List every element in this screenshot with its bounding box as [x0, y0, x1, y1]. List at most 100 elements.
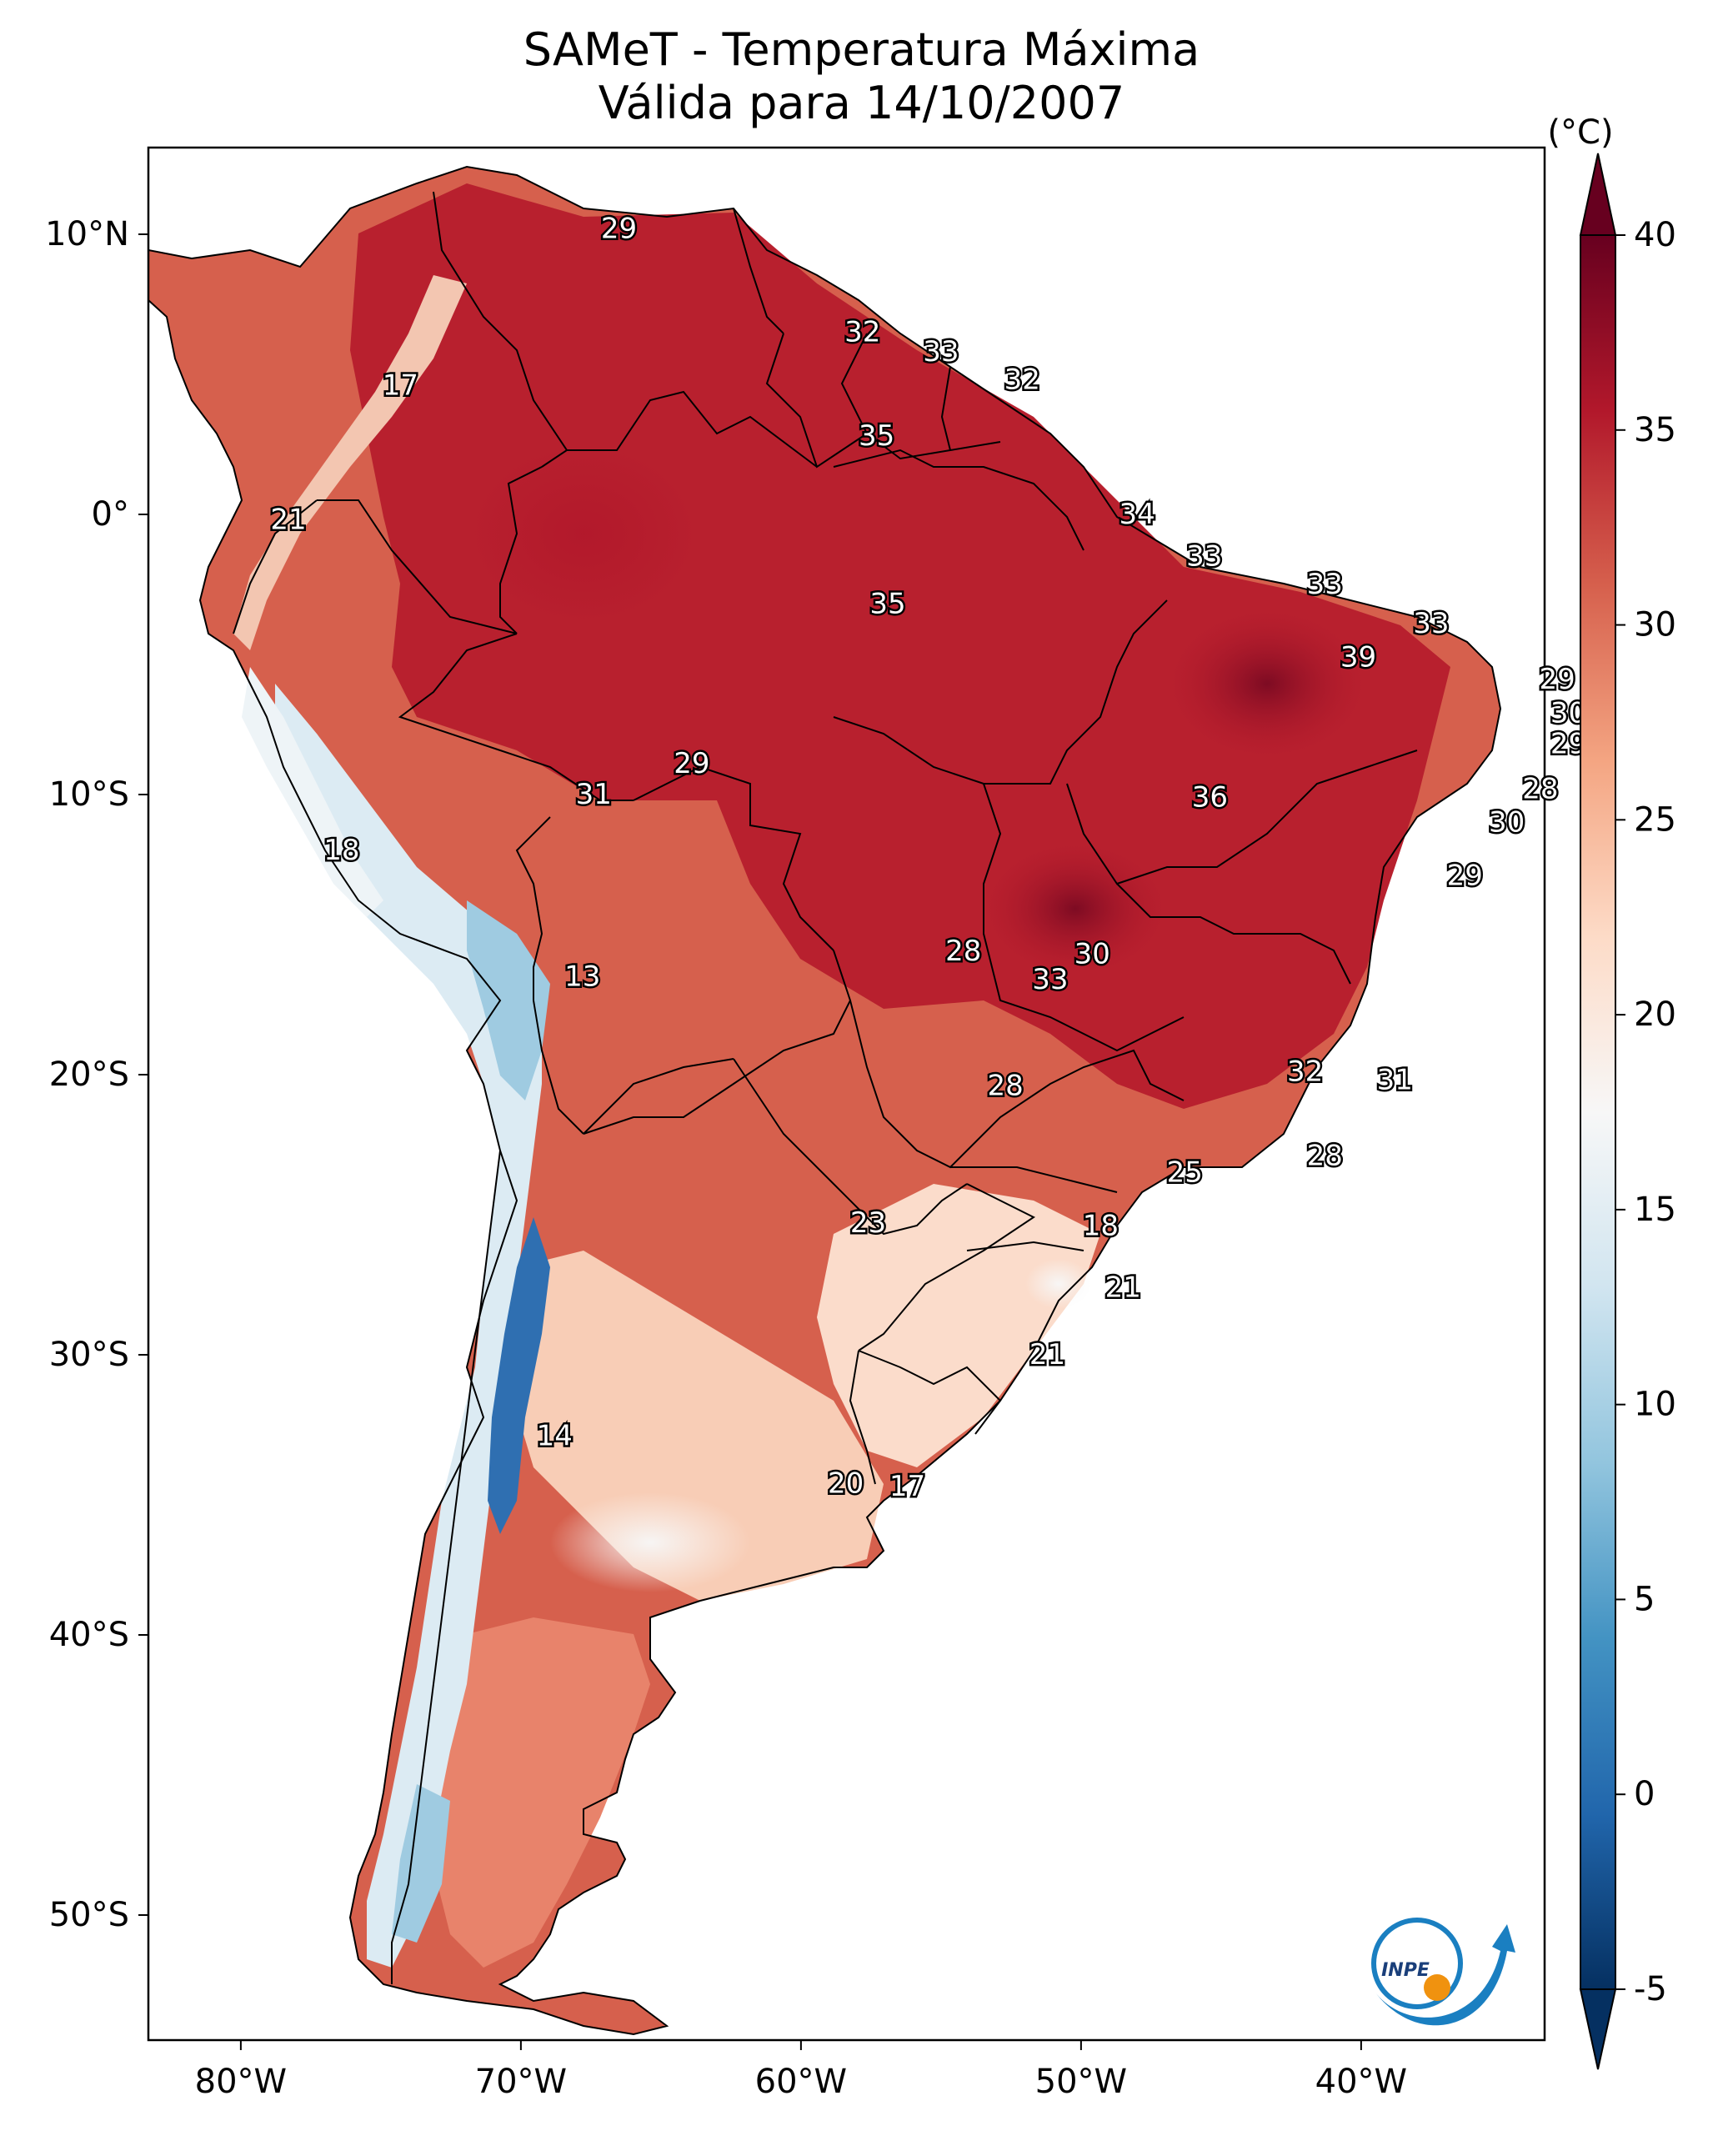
longitude-axis: 80°W 70°W 60°W 50°W 40°W: [195, 2040, 1407, 2101]
station-value-label: 23: [850, 1206, 886, 1240]
station-value-label: 33: [923, 335, 959, 369]
border-peru-bolivia: [515, 816, 551, 1000]
station-value-label: 31: [576, 778, 612, 811]
station-value-label: 18: [1083, 1209, 1119, 1242]
colorbar-tick-label: 35: [1634, 411, 1676, 449]
border-guyana-brazil: [765, 333, 868, 469]
border-brazil-states-center: [833, 599, 1168, 785]
colorbar-tick-label: 10: [1634, 1386, 1676, 1424]
colorbar-tick-label: 5: [1634, 1580, 1655, 1618]
colorbar-tick-label: 20: [1634, 995, 1676, 1034]
station-value-label: 39: [1340, 640, 1376, 674]
lat-tick-label: 20°S: [49, 1055, 129, 1094]
station-value-label: 29: [601, 212, 637, 245]
border-ecuador-peru: [233, 499, 318, 634]
andes-cool-core-south: [392, 1784, 450, 1943]
colorbar: (°C) 40 35 30 25 20 15 10 5 0 -5: [1547, 113, 1676, 2070]
logo-ring-icon: [1371, 1918, 1463, 2009]
border-argentina-brazil: [858, 1183, 1035, 1351]
hot-core-northeast: [1167, 609, 1367, 759]
station-value-label: 21: [1105, 1271, 1141, 1304]
station-value-label: 32: [1287, 1055, 1323, 1089]
border-paraguay-argentina: [733, 1058, 968, 1236]
lon-tick-label: 60°W: [755, 2063, 847, 2101]
political-boundaries: [148, 165, 1502, 2036]
cool-spot-parana: [1025, 1259, 1092, 1309]
colorbar-tick-label: 15: [1634, 1191, 1676, 1229]
colorbar-max-extend: [1579, 153, 1617, 236]
station-value-label: 29: [1539, 663, 1575, 696]
station-value-label: 33: [1186, 539, 1222, 573]
colorbar-min-extend: [1579, 1988, 1617, 2070]
border-uruguay: [858, 1350, 1002, 1435]
lat-tick-label: 0°: [92, 495, 129, 534]
map-subtitle: Válida para 14/10/2007: [598, 77, 1125, 129]
cool-region-south-brazil: [817, 1184, 1100, 1467]
border-peru-brazil: [398, 633, 634, 801]
logo-arrow-icon: [1375, 1924, 1515, 2026]
border-paraguay-brazil: [849, 1000, 968, 1169]
inpe-logo: INPE: [1371, 1918, 1515, 2026]
lat-tick-label: 50°S: [49, 1896, 129, 1934]
station-value-label: 29: [674, 747, 709, 780]
andes-cool-core-central: [467, 900, 550, 1101]
station-value-label: 36: [1192, 780, 1228, 814]
station-value-label: 28: [1522, 772, 1558, 805]
station-value-label: 32: [844, 316, 880, 349]
station-value-label: 33: [1032, 963, 1068, 996]
border-suriname-brazil: [866, 433, 1001, 460]
station-value-label: 18: [323, 834, 359, 867]
border-venezuela-brazil: [567, 390, 818, 468]
lon-tick-label: 80°W: [195, 2063, 287, 2101]
colorbar-tick-label: 40: [1634, 216, 1676, 254]
cool-spot-buenos-aires: [550, 1492, 750, 1592]
colorbar-gradient-bar: [1580, 234, 1616, 1990]
station-value-label: 32: [1004, 364, 1040, 397]
andes-coldest-core: [488, 1217, 550, 1534]
border-venezuela-guyana: [733, 208, 784, 334]
colorbar-tick-label: 0: [1634, 1775, 1655, 1813]
hot-core-goias: [984, 842, 1167, 975]
border-colombia-brazil: [499, 466, 543, 634]
border-brazil-states-mg: [1116, 883, 1351, 985]
station-value-label: 13: [564, 960, 600, 993]
border-brazil-states-east: [1066, 750, 1418, 885]
logo-text: INPE: [1381, 1960, 1430, 1981]
warm-core-amazon: [467, 442, 700, 625]
colorbar-unit: (°C): [1547, 113, 1613, 152]
border-colombia-peru: [317, 499, 518, 634]
lon-tick-label: 70°W: [475, 2063, 567, 2101]
station-value-label: 33: [1307, 568, 1343, 601]
border-brazil-states-sp: [966, 1049, 1185, 1151]
colorbar-tick-label: 25: [1634, 800, 1676, 839]
border-suriname-guiana: [940, 366, 951, 451]
coastline-outline: [148, 165, 1502, 2036]
station-value-label: 35: [859, 419, 894, 453]
logo-sun-icon: [1424, 1974, 1450, 2001]
station-value-label: 35: [869, 588, 905, 621]
border-bolivia-chile: [533, 1000, 584, 1135]
border-bolivia-argentina: [583, 1058, 734, 1135]
lat-tick-label: 10°N: [45, 215, 129, 253]
border-brazil-states-sc: [966, 1241, 1084, 1251]
plot-border: [147, 146, 1546, 2042]
continent-layer: [148, 167, 1500, 2034]
colorbar-ticks: 40 35 30 25 20 15 10 5 0 -5: [1615, 216, 1676, 2008]
station-value-label: 34: [1119, 498, 1155, 531]
andes-cold-band: [275, 684, 542, 1968]
hot-region-amazon: [350, 183, 1450, 1109]
colombian-andes-cool: [233, 275, 467, 650]
border-chile-argentina: [391, 1150, 501, 1984]
lon-tick-label: 50°W: [1035, 2063, 1127, 2101]
border-brazil-states-north: [833, 449, 1084, 551]
station-value-label: 30: [1489, 806, 1525, 840]
station-value-label: 30: [1074, 938, 1110, 971]
colorbar-tick-label: 30: [1634, 606, 1676, 644]
border-bolivia-brazil: [633, 765, 834, 951]
lat-tick-label: 40°S: [49, 1616, 129, 1654]
station-value-label: 28: [1307, 1139, 1343, 1172]
lat-tick-label: 10°S: [49, 775, 129, 814]
border-brazil-states-pr: [950, 1166, 1118, 1193]
